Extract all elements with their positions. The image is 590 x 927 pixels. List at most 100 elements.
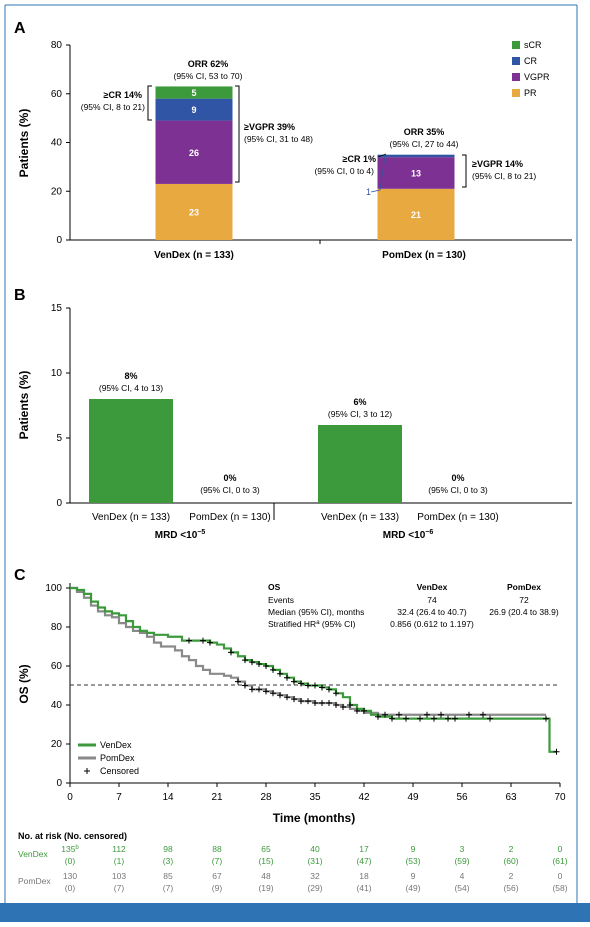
pomdex-orr-label: ORR 35%: [404, 127, 445, 137]
legend-censored-marker: [84, 768, 90, 774]
censored-marker: [340, 703, 346, 710]
pomdex-orr-ci: (95% CI, 27 to 44): [390, 139, 459, 149]
mrd-bar-pct: 6%: [353, 397, 366, 407]
risk-count: 67: [212, 871, 222, 881]
risk-count: 0: [558, 871, 563, 881]
legend-swatch-vgpr: [512, 73, 520, 81]
bar-segment-vgpr: [377, 157, 455, 189]
bar-segment-scr: [155, 86, 233, 99]
risk-count: 135b: [61, 844, 79, 854]
risk-count: 65: [261, 844, 271, 854]
stats-header-os: OS: [268, 582, 281, 592]
censored-marker: [298, 680, 304, 687]
censored-marker: [333, 690, 339, 697]
risk-count: 9: [411, 844, 416, 854]
panel-c-xtick-label: 70: [554, 792, 566, 803]
legend-label-vendex: VenDex: [100, 740, 132, 750]
legend-swatch-cr: [512, 57, 520, 65]
panel-a-group-pomdex: PomDex (n = 130): [382, 250, 466, 261]
risk-censored: (19): [258, 883, 273, 893]
panel-a-group-vendex: VenDex (n = 133): [154, 250, 234, 261]
risk-censored: (0): [65, 883, 76, 893]
legend-label-scr: sCR: [524, 40, 542, 50]
censored-marker: [466, 711, 472, 718]
vendex-vgpr-label: ≥VGPR 39%: [244, 122, 295, 132]
pomdex-vgpr-ci: (95% CI, 8 to 21): [472, 171, 536, 181]
risk-count: 85: [163, 871, 173, 881]
censored-marker: [249, 659, 255, 666]
vendex-cr-ci: (95% CI, 8 to 21): [81, 102, 145, 112]
censored-marker: [200, 637, 206, 644]
censored-marker: [207, 639, 213, 646]
risk-row-name-pomdex: PomDex: [18, 876, 51, 886]
risk-censored: (58): [552, 883, 567, 893]
censored-marker: [256, 661, 262, 668]
risk-count: 3: [460, 844, 465, 854]
censored-marker: [284, 694, 290, 701]
risk-count: 98: [163, 844, 173, 854]
stats-row-pomdex: 72: [519, 595, 529, 605]
censored-marker: [312, 682, 318, 689]
risk-censored: (9): [212, 883, 223, 893]
censored-marker: [277, 692, 283, 699]
censored-marker: [242, 682, 248, 689]
censored-marker: [389, 715, 395, 722]
risk-censored: (1): [114, 856, 125, 866]
panel-b-ylabel: Patients (%): [17, 371, 31, 440]
panel-a-ytick-label: 0: [56, 235, 62, 246]
stats-row-vendex: 74: [427, 595, 437, 605]
panel-b-ytick-label: 15: [51, 303, 63, 314]
pomdex-cr-value-label: 1: [366, 187, 371, 197]
risk-censored: (7): [114, 883, 125, 893]
censored-marker: [375, 713, 381, 720]
censored-marker: [354, 707, 360, 714]
risk-table-title: No. at risk (No. censored): [18, 831, 127, 841]
stats-row-label: Median (95% CI), months: [268, 607, 364, 617]
risk-censored: (53): [405, 856, 420, 866]
censored-marker: [291, 696, 297, 703]
panel-a-ytick-label: 60: [51, 89, 63, 100]
vendex-vgpr-bracket: [235, 85, 240, 183]
censored-marker: [298, 698, 304, 705]
censored-marker: [270, 666, 276, 673]
panel-c-ytick-label: 0: [56, 778, 62, 789]
censored-marker: [431, 715, 437, 722]
censored-marker: [438, 711, 444, 718]
panel-c-xlabel: Time (months): [273, 811, 355, 825]
risk-censored: (41): [356, 883, 371, 893]
risk-censored: (0): [65, 856, 76, 866]
risk-row-name-vendex: VenDex: [18, 849, 49, 859]
panel-c-xtick-label: 35: [309, 792, 321, 803]
risk-censored: (60): [503, 856, 518, 866]
panel-c-ytick-label: 80: [51, 622, 63, 633]
censored-marker: [487, 715, 493, 722]
panel-a-ytick-label: 20: [51, 186, 63, 197]
stats-row-label: Stratified HRa (95% CI): [268, 619, 356, 629]
vendex-orr-ci: (95% CI, 53 to 70): [174, 71, 243, 81]
legend-label-censored: Censored: [100, 766, 139, 776]
mrd-bar-ci: (95% CI, 0 to 3): [200, 485, 260, 495]
pomdex-cr-ci: (95% CI, 0 to 4): [314, 166, 374, 176]
panel-a-ytick-label: 80: [51, 40, 63, 51]
bar-value-label: 13: [411, 168, 421, 178]
censored-marker: [480, 711, 486, 718]
bar-segment-pr: [155, 183, 233, 240]
bar-value-label: 21: [411, 210, 421, 220]
panel-c-xtick-label: 28: [260, 792, 272, 803]
panel-a-ytick-label: 40: [51, 138, 63, 149]
bar-segment-vgpr: [155, 120, 233, 184]
panel-c-ytick-label: 20: [51, 739, 63, 750]
censored-marker: [284, 674, 290, 681]
vendex-cr-bracket: [147, 85, 152, 121]
panel-c-ytick-label: 100: [45, 583, 62, 594]
vendex-orr-label: ORR 62%: [188, 59, 229, 69]
risk-count: 18: [359, 871, 369, 881]
pomdex-cr-value-pointer: [370, 155, 386, 193]
stats-header-vendex: VenDex: [417, 582, 448, 592]
risk-count: 130: [63, 871, 77, 881]
censored-marker: [445, 715, 451, 722]
mrd-bar-ci: (95% CI, 4 to 13): [99, 383, 163, 393]
mrd-bar-category: VenDex (n = 133): [321, 512, 399, 523]
figure-bottom-band: [0, 903, 590, 922]
risk-censored: (31): [307, 856, 322, 866]
